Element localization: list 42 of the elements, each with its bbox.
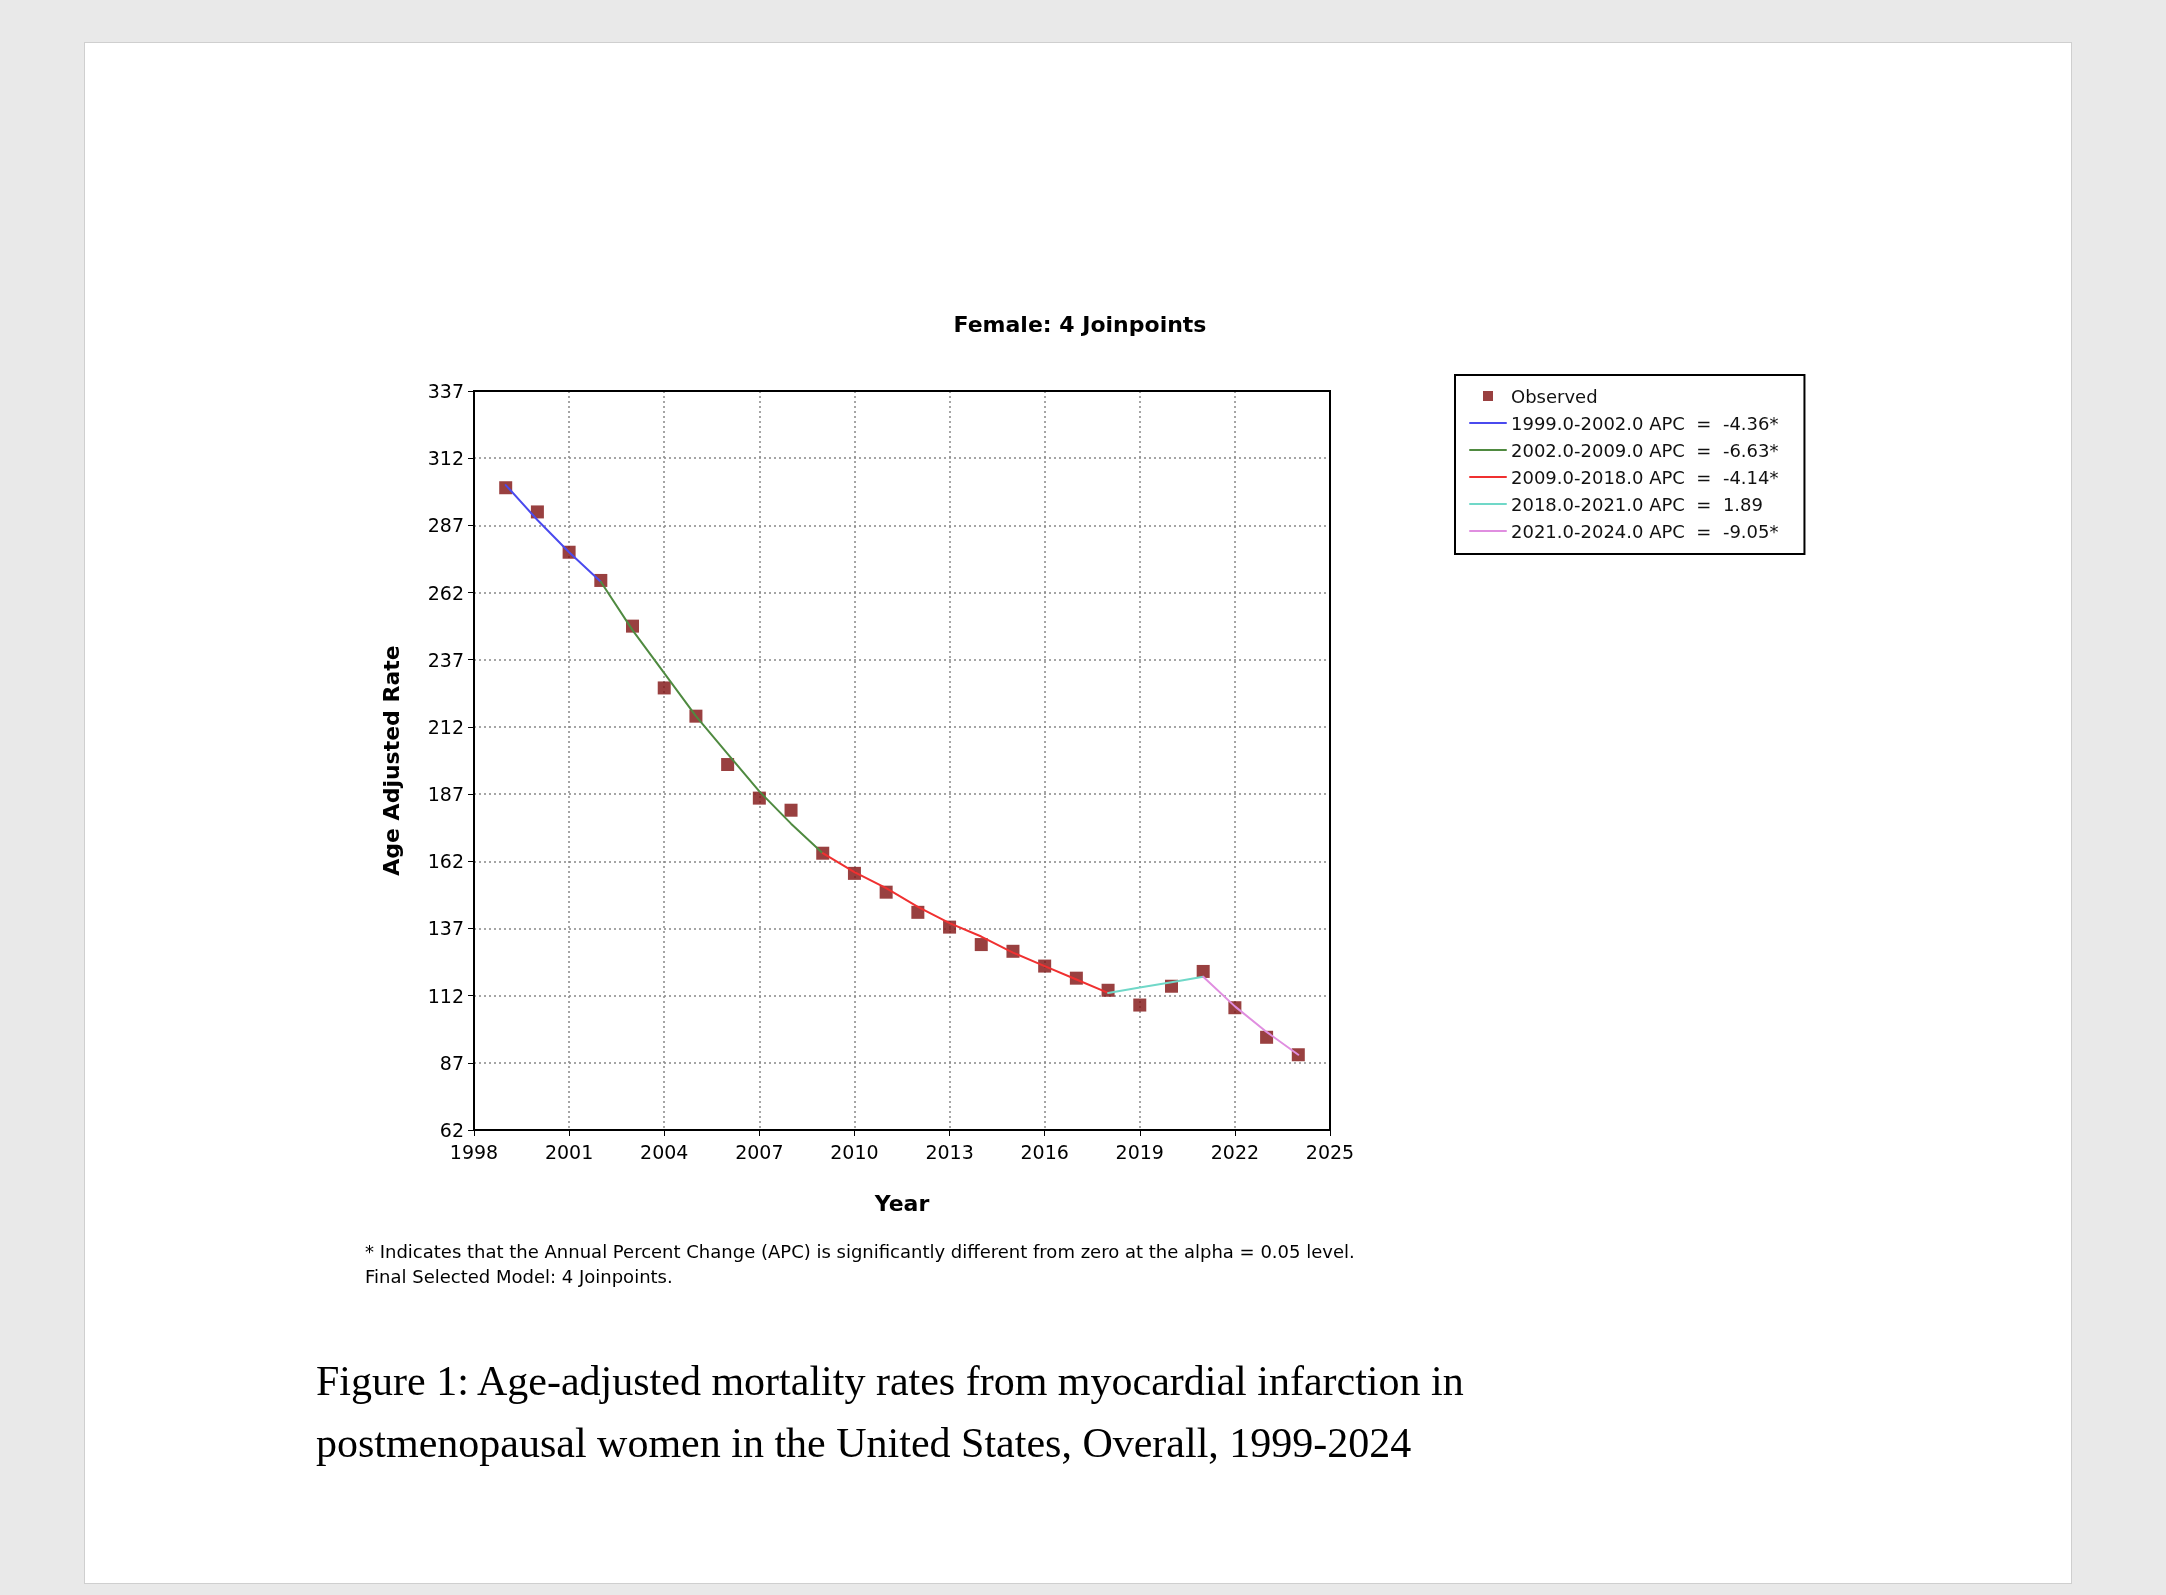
legend-label: 2002.0-2009.0 APC = -6.63*: [1511, 439, 1779, 461]
legend-label: 2021.0-2024.0 APC = -9.05*: [1511, 520, 1779, 542]
legend-label: 2018.0-2021.0 APC = 1.89: [1511, 493, 1763, 515]
x-tick-label: 2001: [544, 1140, 594, 1163]
point: [1196, 964, 1210, 978]
caption: Figure 1: Age-adjusted mortality rates from myocardial infarction in postmenopausal women in the United States, Overall, 1999-2024: [316, 1358, 1475, 1466]
x-tick-label: 2025: [1305, 1140, 1355, 1163]
y-tick-label: 112: [427, 984, 464, 1007]
point: [1133, 998, 1147, 1012]
x-tick-label: 1998: [449, 1140, 499, 1163]
y-tick-label: 312: [427, 447, 464, 470]
x-tick-label: 2016: [1020, 1140, 1069, 1163]
chart-title: Female: 4 Joinpoints: [953, 311, 1207, 337]
legend-label: Observed: [1511, 385, 1598, 407]
y-axis-title: Age Adjusted Rate: [378, 645, 404, 876]
text: * Indicates that the Annual Percent Change (APC) is significantly different from zero at the alpha = 0.05 level.: [365, 1240, 1355, 1262]
x-tick-label: 2007: [735, 1140, 784, 1163]
x-tick-label: 2019: [1115, 1140, 1164, 1163]
y-tick-label: 237: [427, 648, 464, 671]
x-tick-label: 2013: [925, 1140, 974, 1163]
x-tick-label: 2022: [1210, 1140, 1260, 1163]
y-tick-label: 137: [427, 917, 464, 940]
text: Final Selected Model: 4 Joinpoints.: [365, 1265, 673, 1287]
legend-label: 2009.0-2018.0 APC = -4.14*: [1511, 466, 1779, 488]
point: [530, 505, 544, 519]
x-axis-title: Year: [873, 1190, 930, 1216]
point: [721, 758, 735, 772]
legend-label: 1999.0-2002.0 APC = -4.36*: [1511, 412, 1779, 434]
point: [784, 803, 798, 817]
y-tick-label: 212: [427, 715, 464, 738]
x-tick-label: 2010: [830, 1140, 879, 1163]
point: [974, 938, 988, 952]
y-tick-label: 87: [439, 1051, 464, 1074]
point: [657, 681, 671, 695]
y-tick-label: 262: [427, 581, 464, 604]
y-tick-label: 337: [427, 380, 464, 402]
x-tick-label: 2004: [640, 1140, 689, 1163]
y-tick-label: 62: [439, 1119, 464, 1141]
y-tick-label: 287: [427, 514, 464, 537]
y-tick-label: 187: [427, 783, 464, 806]
point: [911, 905, 925, 919]
y-tick-label: 162: [427, 850, 464, 873]
